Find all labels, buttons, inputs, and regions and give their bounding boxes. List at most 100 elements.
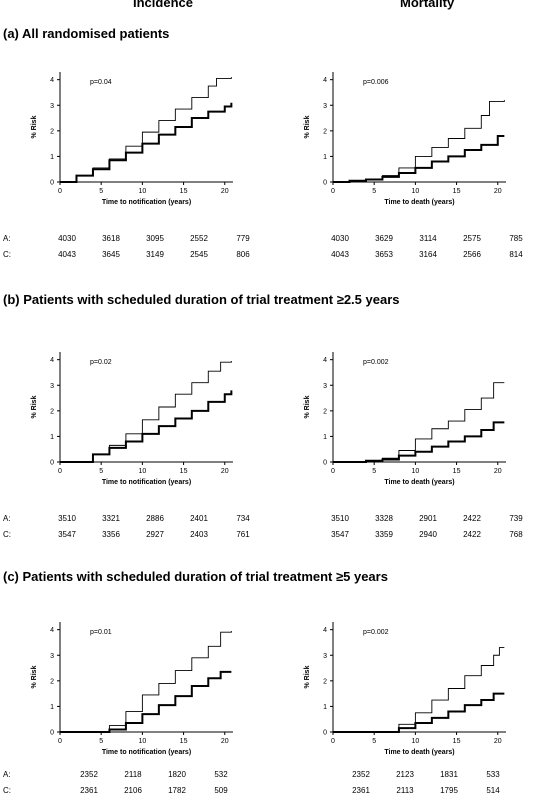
risk-row-label-a: A:	[3, 514, 11, 523]
risk-count-incidence-a: 2352	[80, 770, 98, 779]
risk-count-incidence-a: 1820	[168, 770, 186, 779]
y-tick-label: 0	[50, 180, 54, 187]
y-tick-label: 0	[323, 730, 327, 737]
risk-count-incidence-a: 3618	[102, 234, 120, 243]
risk-count-incidence-c: 4043	[58, 250, 76, 259]
y-tick-label: 0	[323, 460, 327, 467]
risk-count-incidence-a: 734	[236, 514, 250, 523]
risk-row-label-a: A:	[3, 770, 11, 779]
p-value-annotation: p=0.02	[90, 359, 112, 366]
risk-count-incidence-c: 2403	[190, 530, 208, 539]
risk-count-incidence-a: 3510	[58, 514, 76, 523]
risk-count-incidence-c: 1782	[168, 786, 186, 795]
x-axis-title: Time to notification (years)	[102, 479, 191, 486]
section-a-title: (a) All randomised patients	[3, 26, 170, 41]
risk-count-mortality-a: 3510	[331, 514, 349, 523]
risk-count-incidence-c: 2545	[190, 250, 208, 259]
chart-panel-a-mortality: 0 5 10 15 20 0 1 2 3 4 Time to death (years) % Risk…	[304, 72, 506, 206]
risk-count-mortality-c: 3164	[419, 250, 437, 259]
risk-count-mortality-a: 2352	[352, 770, 370, 779]
y-tick-label: 1	[323, 704, 327, 711]
y-tick-label: 3	[323, 103, 327, 110]
x-tick-label: 10	[411, 468, 419, 475]
incidence-column-heading: Incidence	[133, 0, 193, 10]
mortality-column-heading: Mortality	[400, 0, 455, 10]
risk-count-incidence-c: 3149	[146, 250, 164, 259]
p-value-annotation: p=0.002	[363, 359, 389, 366]
risk-count-incidence-a: 2886	[146, 514, 164, 523]
y-tick-label: 2	[50, 678, 54, 685]
risk-count-incidence-c: 2106	[124, 786, 142, 795]
risk-count-mortality-a: 2422	[463, 514, 481, 523]
risk-count-mortality-c: 2566	[463, 250, 481, 259]
y-tick-label: 4	[50, 627, 54, 634]
risk-count-mortality-c: 2361	[352, 786, 370, 795]
risk-count-incidence-a: 779	[236, 234, 250, 243]
y-tick-label: 2	[50, 128, 54, 135]
x-axis-title: Time to notification (years)	[102, 749, 191, 756]
risk-count-mortality-a: 2123	[396, 770, 414, 779]
y-tick-label: 4	[323, 357, 327, 364]
chart-panel-c-incidence: 0 5 10 15 20 0 1 2 3 4 Time to notification (years…	[31, 622, 233, 756]
y-axis-title: % Risk	[31, 115, 38, 138]
y-tick-label: 4	[50, 77, 54, 84]
p-value-annotation: p=0.01	[90, 629, 112, 636]
risk-count-mortality-c: 2422	[463, 530, 481, 539]
risk-count-mortality-c: 2113	[396, 786, 414, 795]
x-tick-label: 0	[58, 468, 62, 475]
x-tick-label: 15	[453, 188, 461, 195]
y-tick-label: 1	[50, 434, 54, 441]
risk-count-incidence-c: 2927	[146, 530, 164, 539]
risk-count-mortality-a: 533	[486, 770, 500, 779]
y-tick-label: 3	[323, 383, 327, 390]
y-tick-label: 0	[50, 460, 54, 467]
risk-count-mortality-c: 3359	[375, 530, 393, 539]
x-tick-label: 15	[453, 738, 461, 745]
x-tick-label: 20	[494, 468, 502, 475]
series-line-thin	[60, 630, 232, 733]
risk-count-mortality-c: 3653	[375, 250, 393, 259]
series-line-thin	[60, 77, 232, 183]
y-tick-label: 2	[50, 408, 54, 415]
risk-count-mortality-a: 1831	[440, 770, 458, 779]
y-tick-label: 1	[323, 434, 327, 441]
series-line-thick	[60, 670, 232, 733]
y-axis-title: % Risk	[304, 665, 311, 688]
section-b-title: (b) Patients with scheduled duration of …	[3, 292, 400, 307]
risk-count-incidence-c: 2361	[80, 786, 98, 795]
risk-count-incidence-a: 2118	[124, 770, 142, 779]
y-tick-label: 3	[323, 653, 327, 660]
x-tick-label: 15	[453, 468, 461, 475]
risk-count-mortality-c: 814	[509, 250, 523, 259]
risk-count-incidence-c: 806	[236, 250, 250, 259]
risk-count-mortality-c: 1795	[440, 786, 458, 795]
chart-panel-b-mortality: 0 5 10 15 20 0 1 2 3 4 Time to death (years) % Risk…	[304, 352, 506, 486]
y-tick-label: 4	[323, 77, 327, 84]
chart-panel-c-mortality: 0 5 10 15 20 0 1 2 3 4 Time to death (years) % Risk…	[304, 622, 506, 756]
x-tick-label: 15	[180, 738, 188, 745]
x-tick-label: 5	[99, 468, 103, 475]
y-tick-label: 2	[323, 678, 327, 685]
risk-count-incidence-a: 2401	[190, 514, 208, 523]
x-tick-label: 5	[99, 188, 103, 195]
series-line-thick	[333, 692, 505, 733]
x-tick-label: 15	[180, 188, 188, 195]
risk-row-label-a: A:	[3, 234, 11, 243]
risk-count-incidence-a: 3321	[102, 514, 120, 523]
risk-count-mortality-a: 2575	[463, 234, 481, 243]
risk-count-incidence-c: 761	[236, 530, 250, 539]
x-tick-label: 20	[494, 738, 502, 745]
risk-count-mortality-a: 785	[509, 234, 523, 243]
x-tick-label: 0	[58, 738, 62, 745]
x-axis-title: Time to notification (years)	[102, 199, 191, 206]
risk-count-mortality-c: 4043	[331, 250, 349, 259]
x-tick-label: 15	[180, 468, 188, 475]
series-line-thin	[333, 100, 505, 183]
risk-count-incidence-a: 4030	[58, 234, 76, 243]
risk-count-mortality-c: 3547	[331, 530, 349, 539]
risk-count-mortality-a: 3114	[419, 234, 437, 243]
x-tick-label: 20	[494, 188, 502, 195]
x-tick-label: 10	[138, 468, 146, 475]
y-tick-label: 3	[50, 383, 54, 390]
series-line-thick	[60, 390, 233, 463]
